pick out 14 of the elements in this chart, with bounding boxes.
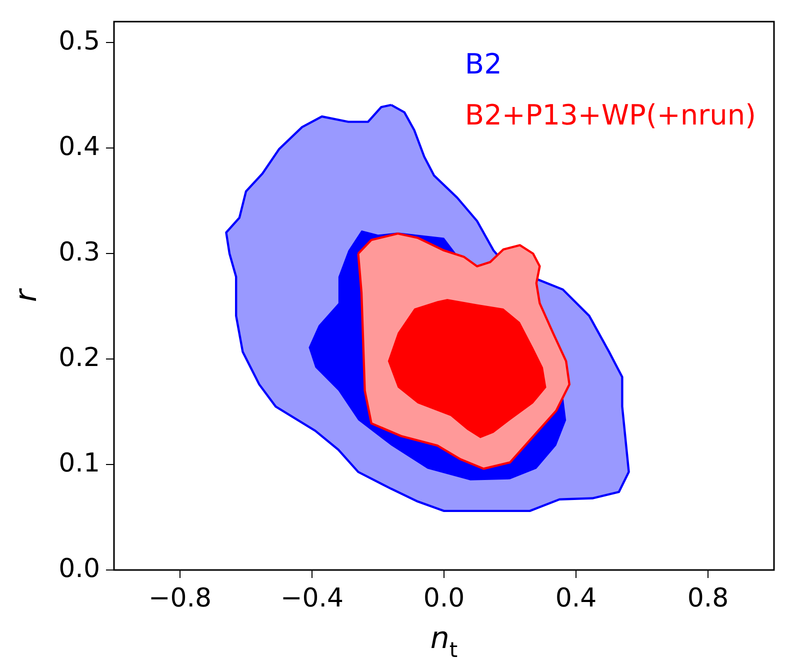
x-tick-label: 0.4 bbox=[555, 583, 597, 614]
x-tick-label: 0.0 bbox=[423, 583, 465, 614]
y-tick-label: 0.0 bbox=[58, 554, 100, 584]
y-tick-label: 0.5 bbox=[58, 26, 100, 56]
x-tick-label: −0.4 bbox=[280, 583, 344, 614]
y-tick-label: 0.3 bbox=[58, 237, 100, 268]
y-tick-label: 0.4 bbox=[58, 132, 100, 162]
text: B2+P13+WP(+nrun) bbox=[464, 98, 756, 132]
y-tick-label: 0.2 bbox=[58, 342, 100, 373]
y-axis-title: r bbox=[9, 288, 44, 302]
x-tick-label: 0.8 bbox=[687, 583, 729, 614]
y-tick-label: 0.1 bbox=[58, 448, 100, 478]
x-tick-label: −0.8 bbox=[148, 583, 212, 614]
text: B2 bbox=[464, 48, 502, 81]
